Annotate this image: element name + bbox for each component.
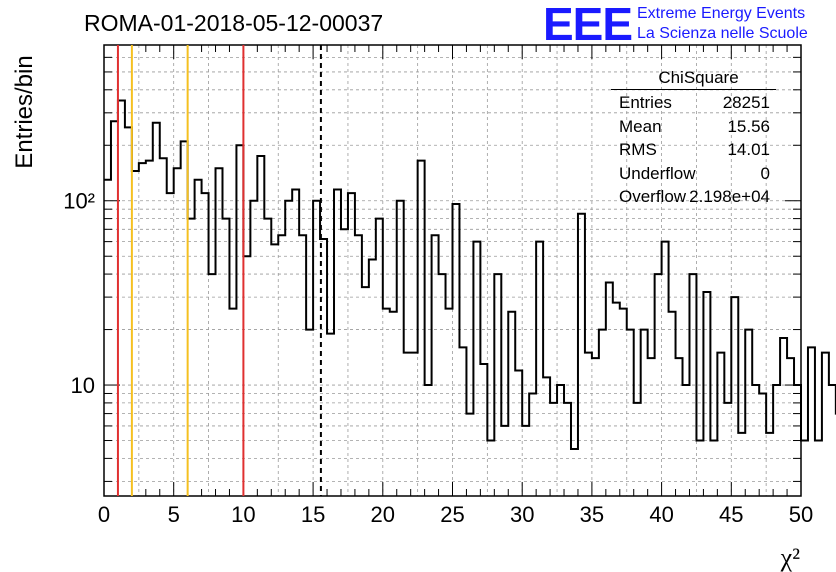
chart-title: ROMA-01-2018-05-12-00037 xyxy=(84,10,384,36)
stats-row-entries: Entries 28251 xyxy=(611,91,776,115)
x-tick-label: 5 xyxy=(168,502,180,527)
stats-row-underflow: Underflow 0 xyxy=(611,162,776,186)
x-tick-label: 45 xyxy=(719,502,743,527)
histogram-series xyxy=(104,99,836,450)
stats-row-rms: RMS 14.01 xyxy=(611,138,776,162)
stats-value: 14.01 xyxy=(727,140,770,159)
eee-logo: EEE xyxy=(543,0,633,50)
x-tick-label: 40 xyxy=(649,502,673,527)
stats-label: Underflow xyxy=(619,163,696,183)
stats-label: Entries xyxy=(619,93,672,112)
stats-title: ChiSquare xyxy=(658,68,739,87)
stats-divider xyxy=(611,89,776,90)
logo-tagline-1: Extreme Energy Events xyxy=(637,5,806,22)
stats-value: 0 xyxy=(760,163,770,183)
stats-row-mean: Mean 15.56 xyxy=(611,115,776,139)
x-tick-label: 35 xyxy=(580,502,604,527)
stats-box: ChiSquare Entries 28251 Mean 15.56 RMS 1… xyxy=(611,68,776,209)
x-tick-label: 25 xyxy=(440,502,464,527)
x-tick-label: 15 xyxy=(301,502,325,527)
y-axis-title: Entries/bin xyxy=(11,55,38,168)
stats-row-overflow: Overflow 2.198e+04 xyxy=(611,185,776,209)
stats-label: Overflow xyxy=(619,187,687,206)
stats-value: 28251 xyxy=(722,93,770,112)
x-tick-label: 20 xyxy=(371,502,395,527)
stats-value: 2.198e+04 xyxy=(689,187,770,206)
x-tick-label: 50 xyxy=(789,502,813,527)
y-tick-label: 10 xyxy=(71,373,95,398)
x-tick-label: 0 xyxy=(98,502,110,527)
y-tick-label: 10² xyxy=(63,189,95,214)
stats-value: 15.56 xyxy=(727,116,770,136)
x-tick-label: 10 xyxy=(231,502,255,527)
stats-label: RMS xyxy=(619,140,657,159)
x-axis-title: χ² xyxy=(780,543,801,572)
stats-label: Mean xyxy=(619,116,662,136)
x-tick-label: 30 xyxy=(510,502,534,527)
logo-tagline-2: La Scienza nelle Scuole xyxy=(637,25,808,42)
